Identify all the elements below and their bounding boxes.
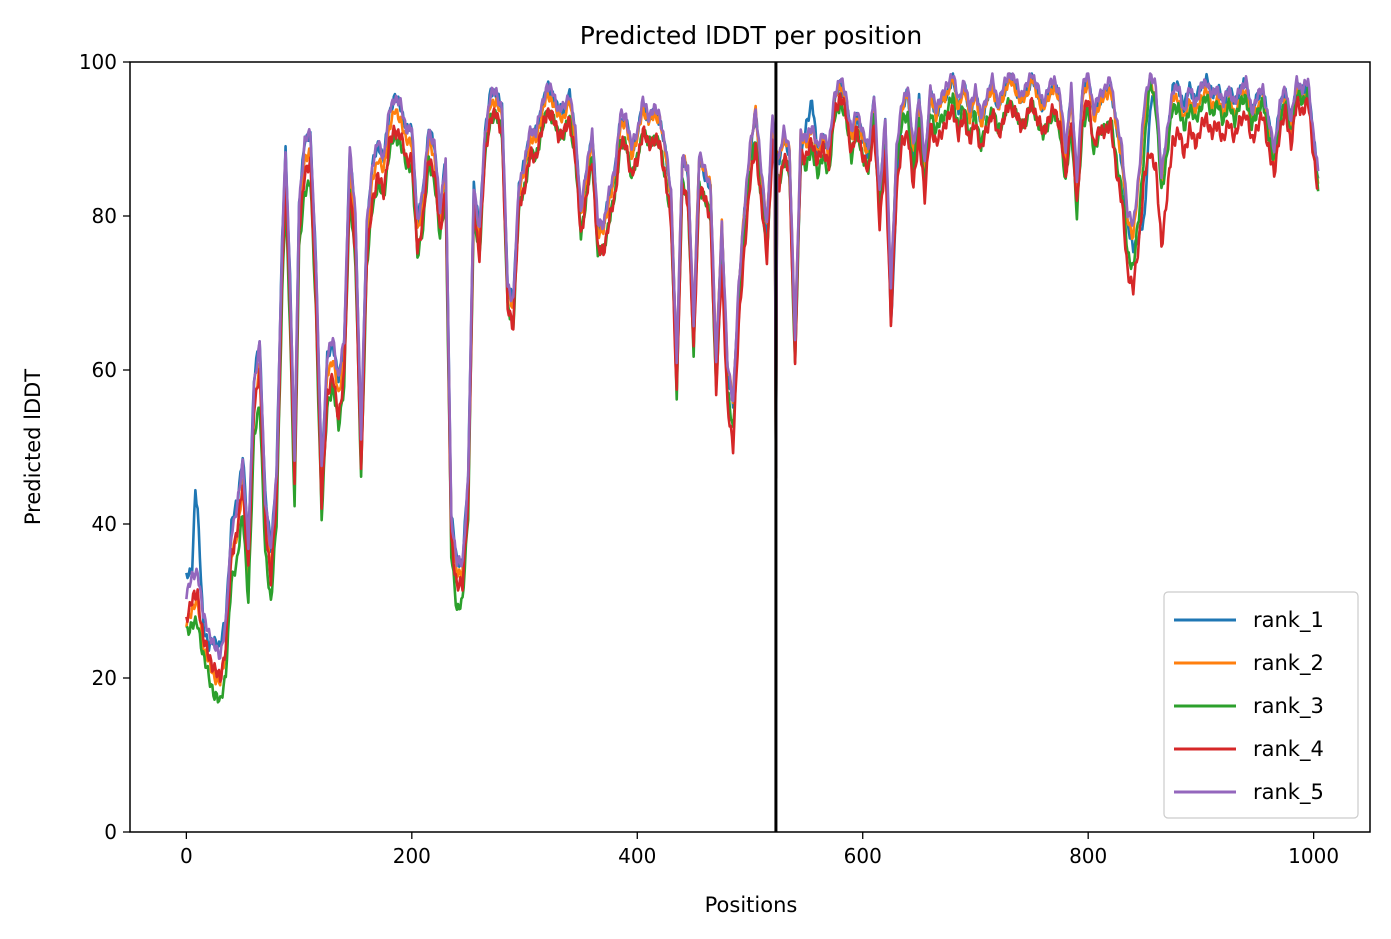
legend-label-rank_5: rank_5 [1253, 780, 1324, 805]
plot-area [129, 61, 1371, 833]
x-tick-label: 200 [393, 844, 431, 868]
x-tick-label: 600 [844, 844, 882, 868]
x-axis: 0 200 400 600 800 1000 [180, 832, 1339, 868]
y-tick-label: 100 [79, 50, 117, 74]
series-line-rank_5 [185, 72, 1320, 660]
legend: rank_1 rank_2 rank_3 rank_4 rank_5 [1163, 591, 1359, 819]
plot-frame [129, 61, 1371, 833]
legend-box [1163, 591, 1359, 819]
y-tick-label: 0 [104, 820, 117, 844]
legend-label-rank_2: rank_2 [1253, 651, 1324, 676]
chart-title: Predicted lDDT per position [580, 21, 922, 50]
series-lines [185, 72, 1320, 704]
legend-label-rank_4: rank_4 [1253, 737, 1324, 762]
y-tick-label: 20 [92, 666, 117, 690]
legend-label-rank_3: rank_3 [1253, 694, 1324, 719]
y-axis-label: Predicted lDDT [21, 369, 45, 525]
y-tick-label: 80 [92, 204, 117, 228]
x-tick-label: 0 [180, 844, 193, 868]
y-axis: 0 20 40 60 80 100 [79, 50, 130, 844]
y-tick-label: 60 [92, 358, 117, 382]
x-tick-label: 1000 [1288, 844, 1339, 868]
legend-label-rank_1: rank_1 [1253, 608, 1324, 633]
x-tick-label: 800 [1069, 844, 1107, 868]
y-tick-label: 40 [92, 512, 117, 536]
x-tick-label: 400 [618, 844, 656, 868]
x-axis-label: Positions [705, 893, 798, 917]
series-line-rank_4 [185, 92, 1320, 684]
